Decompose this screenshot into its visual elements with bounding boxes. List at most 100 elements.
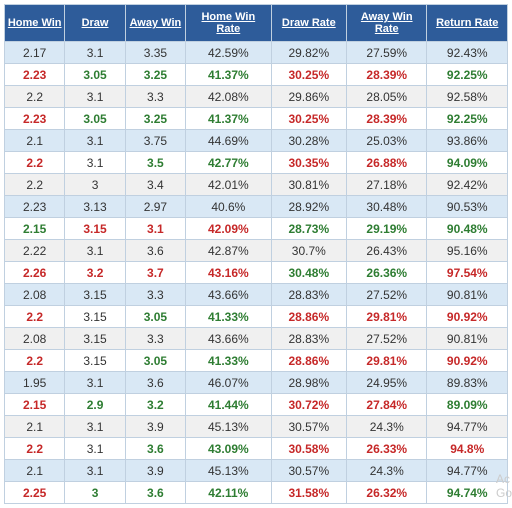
cell-home_win: 2.15 <box>5 218 65 240</box>
cell-home_win: 2.2 <box>5 86 65 108</box>
cell-draw: 3.15 <box>65 218 125 240</box>
cell-away_win_rate: 28.39% <box>347 108 427 130</box>
cell-draw_rate: 30.58% <box>271 438 346 460</box>
cell-away_win_rate: 24.3% <box>347 460 427 482</box>
col-header-home_win_rate[interactable]: Home Win Rate <box>186 5 272 42</box>
cell-return_rate: 92.42% <box>427 174 508 196</box>
cell-home_win: 2.2 <box>5 174 65 196</box>
cell-home_win_rate: 43.09% <box>186 438 272 460</box>
cell-return_rate: 95.16% <box>427 240 508 262</box>
cell-home_win_rate: 40.6% <box>186 196 272 218</box>
cell-return_rate: 92.25% <box>427 64 508 86</box>
cell-away_win: 3.05 <box>125 350 185 372</box>
table-row: 2.173.13.3542.59%29.82%27.59%92.43% <box>5 42 508 64</box>
cell-draw: 3.13 <box>65 196 125 218</box>
cell-home_win: 2.2 <box>5 306 65 328</box>
col-header-away_win[interactable]: Away Win <box>125 5 185 42</box>
cell-away_win: 3.35 <box>125 42 185 64</box>
cell-home_win_rate: 41.33% <box>186 306 272 328</box>
cell-draw_rate: 28.83% <box>271 284 346 306</box>
table-row: 2.083.153.343.66%28.83%27.52%90.81% <box>5 328 508 350</box>
cell-draw_rate: 30.35% <box>271 152 346 174</box>
cell-away_win_rate: 29.81% <box>347 306 427 328</box>
cell-away_win: 3.9 <box>125 460 185 482</box>
cell-away_win_rate: 27.84% <box>347 394 427 416</box>
cell-return_rate: 94.74% <box>427 482 508 504</box>
cell-draw_rate: 28.73% <box>271 218 346 240</box>
cell-home_win_rate: 43.66% <box>186 284 272 306</box>
cell-draw: 3.1 <box>65 416 125 438</box>
table-row: 2.233.442.01%30.81%27.18%92.42% <box>5 174 508 196</box>
cell-draw_rate: 29.86% <box>271 86 346 108</box>
cell-home_win: 2.26 <box>5 262 65 284</box>
col-header-draw_rate[interactable]: Draw Rate <box>271 5 346 42</box>
table-row: 2.152.93.241.44%30.72%27.84%89.09% <box>5 394 508 416</box>
cell-home_win: 2.1 <box>5 130 65 152</box>
col-header-away_win_rate[interactable]: Away Win Rate <box>347 5 427 42</box>
col-header-return_rate[interactable]: Return Rate <box>427 5 508 42</box>
cell-home_win_rate: 41.37% <box>186 64 272 86</box>
cell-away_win_rate: 26.36% <box>347 262 427 284</box>
cell-home_win: 2.25 <box>5 482 65 504</box>
cell-home_win_rate: 44.69% <box>186 130 272 152</box>
cell-away_win: 3.3 <box>125 86 185 108</box>
cell-away_win_rate: 27.52% <box>347 284 427 306</box>
cell-return_rate: 97.54% <box>427 262 508 284</box>
cell-draw: 3.1 <box>65 460 125 482</box>
cell-return_rate: 90.53% <box>427 196 508 218</box>
cell-return_rate: 89.83% <box>427 372 508 394</box>
cell-draw_rate: 30.7% <box>271 240 346 262</box>
cell-draw: 3.05 <box>65 64 125 86</box>
cell-away_win: 3.7 <box>125 262 185 284</box>
cell-away_win: 3.1 <box>125 218 185 240</box>
cell-away_win_rate: 26.33% <box>347 438 427 460</box>
cell-away_win_rate: 30.48% <box>347 196 427 218</box>
table-row: 2.23.13.542.77%30.35%26.88%94.09% <box>5 152 508 174</box>
cell-home_win_rate: 42.01% <box>186 174 272 196</box>
cell-home_win_rate: 41.44% <box>186 394 272 416</box>
cell-home_win: 2.23 <box>5 108 65 130</box>
cell-draw: 3.1 <box>65 86 125 108</box>
cell-away_win_rate: 29.19% <box>347 218 427 240</box>
table-row: 2.23.13.342.08%29.86%28.05%92.58% <box>5 86 508 108</box>
cell-away_win: 3.3 <box>125 284 185 306</box>
cell-away_win: 3.25 <box>125 64 185 86</box>
cell-away_win_rate: 26.88% <box>347 152 427 174</box>
cell-home_win: 2.22 <box>5 240 65 262</box>
table-row: 2.23.153.0541.33%28.86%29.81%90.92% <box>5 350 508 372</box>
cell-home_win: 2.2 <box>5 438 65 460</box>
col-header-home_win[interactable]: Home Win <box>5 5 65 42</box>
cell-draw: 3.1 <box>65 42 125 64</box>
cell-away_win: 2.97 <box>125 196 185 218</box>
cell-draw: 3.2 <box>65 262 125 284</box>
col-header-draw[interactable]: Draw <box>65 5 125 42</box>
cell-return_rate: 90.92% <box>427 306 508 328</box>
cell-home_win_rate: 42.08% <box>186 86 272 108</box>
cell-return_rate: 92.25% <box>427 108 508 130</box>
cell-draw_rate: 28.98% <box>271 372 346 394</box>
cell-home_win_rate: 42.87% <box>186 240 272 262</box>
table-row: 2.233.053.2541.37%30.25%28.39%92.25% <box>5 108 508 130</box>
cell-away_win_rate: 25.03% <box>347 130 427 152</box>
cell-away_win_rate: 26.32% <box>347 482 427 504</box>
cell-draw_rate: 30.25% <box>271 108 346 130</box>
table-row: 2.263.23.743.16%30.48%26.36%97.54% <box>5 262 508 284</box>
cell-draw: 3 <box>65 482 125 504</box>
cell-away_win: 3.05 <box>125 306 185 328</box>
cell-draw_rate: 30.57% <box>271 416 346 438</box>
table-row: 2.2533.642.11%31.58%26.32%94.74% <box>5 482 508 504</box>
table-row: 2.233.132.9740.6%28.92%30.48%90.53% <box>5 196 508 218</box>
cell-away_win_rate: 28.39% <box>347 64 427 86</box>
table-row: 2.23.153.0541.33%28.86%29.81%90.92% <box>5 306 508 328</box>
cell-away_win: 3.6 <box>125 240 185 262</box>
cell-home_win: 2.15 <box>5 394 65 416</box>
cell-draw: 3.15 <box>65 350 125 372</box>
cell-draw_rate: 28.92% <box>271 196 346 218</box>
cell-away_win: 3.6 <box>125 438 185 460</box>
cell-home_win_rate: 45.13% <box>186 416 272 438</box>
cell-draw: 3.15 <box>65 306 125 328</box>
cell-draw: 3 <box>65 174 125 196</box>
cell-home_win_rate: 43.16% <box>186 262 272 284</box>
cell-away_win: 3.4 <box>125 174 185 196</box>
cell-home_win: 1.95 <box>5 372 65 394</box>
